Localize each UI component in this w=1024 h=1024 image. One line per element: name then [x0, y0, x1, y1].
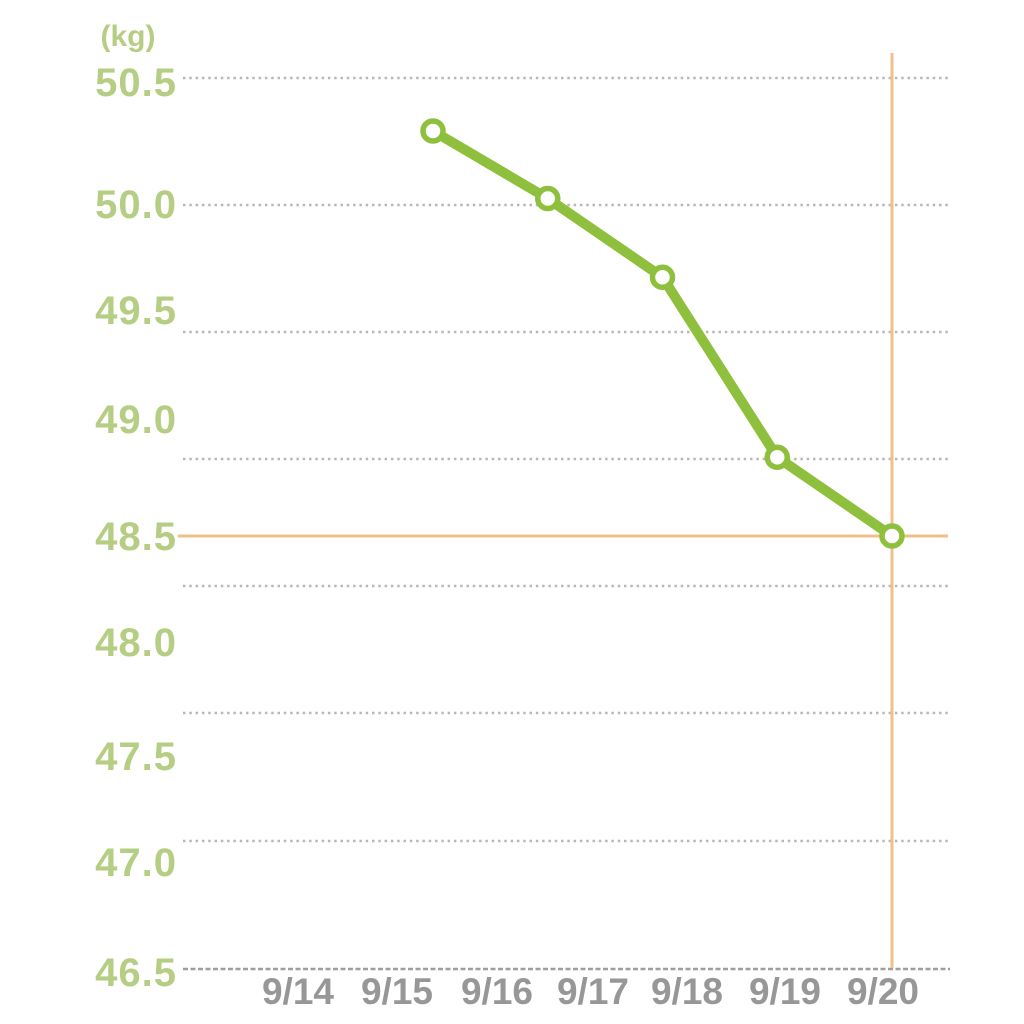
y-tick-label: 48.5 — [95, 515, 177, 559]
x-tick-label: 9/14 — [261, 971, 334, 1012]
x-tick-label: 9/19 — [748, 971, 821, 1012]
y-tick-label: 50.0 — [95, 183, 177, 227]
weight-series-line — [428, 126, 897, 541]
data-point-marker[interactable] — [649, 264, 676, 290]
y-tick-label: 46.5 — [95, 951, 177, 995]
y-tick-label: 49.0 — [95, 398, 177, 442]
series-layer — [420, 118, 905, 549]
y-tick-label: 48.0 — [95, 621, 177, 665]
data-point-marker[interactable] — [879, 523, 905, 549]
y-tick-label: 50.5 — [95, 61, 177, 105]
y-tick-label: 47.0 — [95, 841, 177, 885]
y-tick-label: 47.5 — [95, 735, 177, 779]
x-tick-label: 9/20 — [846, 971, 919, 1012]
y-axis-unit-label: (kg) — [100, 20, 156, 53]
x-tick-label: 9/17 — [556, 971, 629, 1012]
data-point-marker[interactable] — [535, 185, 561, 212]
x-tick-label: 9/15 — [360, 971, 433, 1012]
x-tick-label: 9/16 — [460, 971, 533, 1012]
data-point-marker[interactable] — [764, 444, 790, 470]
data-point-marker[interactable] — [420, 118, 446, 144]
x-tick-label: 9/18 — [650, 971, 723, 1012]
y-tick-label: 49.5 — [95, 289, 177, 333]
